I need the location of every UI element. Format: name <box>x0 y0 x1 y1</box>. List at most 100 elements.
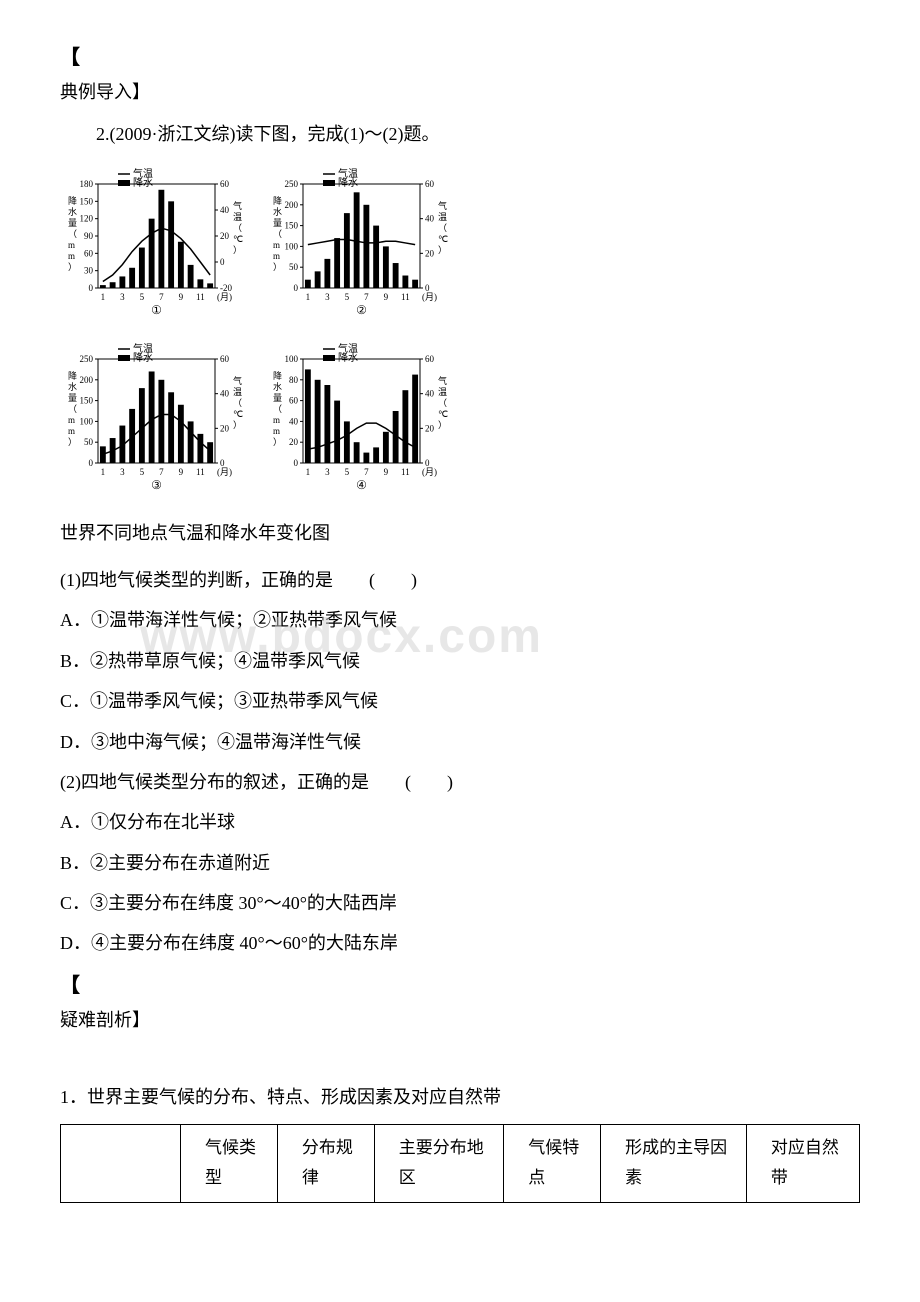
svg-text:5: 5 <box>140 292 145 302</box>
svg-text:m: m <box>68 240 75 250</box>
svg-text:量: 量 <box>68 218 77 228</box>
q2-option-a: A．①仅分布在北半球 <box>60 806 860 838</box>
svg-text:0: 0 <box>294 458 299 468</box>
svg-text:5: 5 <box>345 467 350 477</box>
svg-text:③: ③ <box>151 478 162 491</box>
svg-text:7: 7 <box>364 292 369 302</box>
svg-text:1: 1 <box>306 292 311 302</box>
svg-text:100: 100 <box>80 417 94 427</box>
svg-text:降水: 降水 <box>133 351 153 364</box>
svg-text:（: （ <box>273 404 282 414</box>
svg-text:℃: ℃ <box>233 409 243 419</box>
svg-text:m: m <box>273 240 280 250</box>
q1-option-a: A．①温带海洋性气候；②亚热带季风气候 <box>60 604 860 636</box>
section-bracket: 【 <box>60 40 860 76</box>
svg-text:降水: 降水 <box>133 176 153 189</box>
svg-text:20: 20 <box>425 248 435 258</box>
svg-text:②: ② <box>356 303 367 316</box>
svg-text:气: 气 <box>438 200 447 211</box>
svg-text:m: m <box>68 251 75 261</box>
svg-text:降: 降 <box>68 370 77 381</box>
svg-text:250: 250 <box>80 354 94 364</box>
svg-text:60: 60 <box>425 354 435 364</box>
svg-text:100: 100 <box>285 241 299 251</box>
svg-text:250: 250 <box>285 179 299 189</box>
svg-text:40: 40 <box>289 417 299 427</box>
chart-1: 0306090120150180-2002040601357911(月)气温降水… <box>60 166 245 326</box>
svg-text:9: 9 <box>179 467 184 477</box>
svg-text:降水: 降水 <box>338 176 358 189</box>
table-header-row: 气候类型 分布规律 主要分布地区 气候特点 形成的主导因素 对应自然带 <box>61 1124 860 1202</box>
svg-text:11: 11 <box>401 292 410 302</box>
svg-text:7: 7 <box>159 292 164 302</box>
q1-stem: (1)四地气候类型的判断，正确的是 ( ) <box>60 564 860 596</box>
svg-text:11: 11 <box>196 292 205 302</box>
svg-text:气: 气 <box>233 200 242 211</box>
q2-option-d: D．④主要分布在纬度 40°～60°的大陆东岸 <box>60 927 860 959</box>
table-header: 气候类型 <box>181 1124 278 1202</box>
svg-text:m: m <box>273 415 280 425</box>
svg-text:60: 60 <box>289 396 299 406</box>
svg-text:20: 20 <box>425 424 435 434</box>
svg-text:11: 11 <box>196 467 205 477</box>
svg-text:(月): (月) <box>422 467 437 477</box>
question-intro: 2.(2009·浙江文综)读下图，完成(1)～(2)题。 <box>60 118 860 150</box>
table-header: 主要分布地区 <box>374 1124 503 1202</box>
svg-text:120: 120 <box>80 213 94 223</box>
svg-text:水: 水 <box>68 381 77 392</box>
svg-text:降水: 降水 <box>338 351 358 364</box>
section2-title: 疑难剖析】 <box>60 1004 860 1036</box>
svg-text:150: 150 <box>80 196 94 206</box>
q1-option-b: B．②热带草原气候；④温带季风气候 <box>60 645 860 677</box>
table-header: 对应自然带 <box>746 1124 859 1202</box>
svg-text:气: 气 <box>233 375 242 386</box>
svg-text:1: 1 <box>101 292 106 302</box>
svg-text:）: ） <box>273 262 282 272</box>
svg-text:（: （ <box>438 398 447 408</box>
svg-text:温: 温 <box>438 387 447 397</box>
svg-text:60: 60 <box>84 248 94 258</box>
svg-text:20: 20 <box>289 437 299 447</box>
svg-text:5: 5 <box>345 292 350 302</box>
svg-text:量: 量 <box>273 393 282 403</box>
svg-text:3: 3 <box>120 292 125 302</box>
svg-text:9: 9 <box>384 467 389 477</box>
svg-text:40: 40 <box>220 205 230 215</box>
svg-text:3: 3 <box>325 467 330 477</box>
svg-text:40: 40 <box>425 213 435 223</box>
svg-text:气: 气 <box>438 375 447 386</box>
svg-text:1: 1 <box>306 467 311 477</box>
svg-text:量: 量 <box>68 393 77 403</box>
svg-text:（: （ <box>273 229 282 239</box>
table-intro: 1．世界主要气候的分布、特点、形成因素及对应自然带 <box>60 1081 860 1113</box>
svg-text:20: 20 <box>220 231 230 241</box>
svg-text:（: （ <box>233 398 242 408</box>
svg-text:温: 温 <box>233 387 242 397</box>
q2-option-b: B．②主要分布在赤道附近 <box>60 847 860 879</box>
q2-stem: (2)四地气候类型分布的叙述，正确的是 ( ) <box>60 766 860 798</box>
q1-option-d: D．③地中海气候；④温带海洋性气候 <box>60 726 860 758</box>
svg-text:60: 60 <box>220 179 230 189</box>
svg-text:温: 温 <box>233 212 242 222</box>
svg-text:（: （ <box>68 404 77 414</box>
chart-caption: 世界不同地点气温和降水年变化图 <box>60 517 860 549</box>
svg-text:℃: ℃ <box>233 234 243 244</box>
svg-text:20: 20 <box>220 424 230 434</box>
svg-text:）: ） <box>233 420 242 430</box>
table-header: 分布规律 <box>277 1124 374 1202</box>
q2-option-c: C．③主要分布在纬度 30°～40°的大陆西岸 <box>60 887 860 919</box>
svg-text:1: 1 <box>101 467 106 477</box>
svg-text:（: （ <box>438 223 447 233</box>
svg-text:200: 200 <box>285 200 299 210</box>
section2-bracket: 【 <box>60 968 860 1004</box>
svg-text:0: 0 <box>89 458 94 468</box>
svg-text:150: 150 <box>285 220 299 230</box>
table-empty-cell <box>61 1124 181 1202</box>
svg-text:180: 180 <box>80 179 94 189</box>
svg-text:200: 200 <box>80 375 94 385</box>
svg-text:m: m <box>273 251 280 261</box>
svg-text:7: 7 <box>364 467 369 477</box>
chart-3: 05010015020025002040601357911(月)气温降水降水量（… <box>60 341 245 501</box>
section1-title: 典例导入】 <box>60 76 860 108</box>
svg-text:30: 30 <box>84 265 94 275</box>
